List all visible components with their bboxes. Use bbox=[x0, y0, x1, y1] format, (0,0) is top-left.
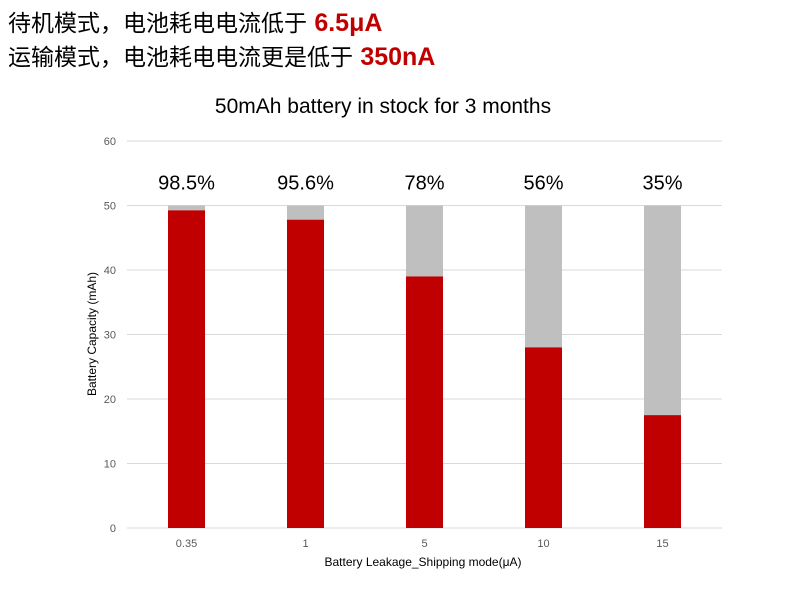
data-label-1: 95.6% bbox=[277, 173, 334, 195]
headline-standby: 待机模式，电池耗电电流低于 6.5μA bbox=[8, 8, 382, 39]
x-tick-label-0.35: 0.35 bbox=[176, 538, 197, 550]
bar-consumed-15 bbox=[644, 205, 681, 416]
data-label-5: 78% bbox=[404, 173, 444, 195]
headline-shipping: 运输模式，电池耗电电流更是低于 350nA bbox=[8, 42, 435, 73]
bar-remaining-0.35 bbox=[168, 210, 205, 528]
bar-consumed-5 bbox=[406, 205, 443, 277]
y-tick-label: 60 bbox=[104, 136, 116, 148]
x-tick-label-15: 15 bbox=[656, 538, 668, 550]
x-axis-title: Battery Leakage_Shipping mode(μA) bbox=[324, 555, 521, 569]
data-label-0.35: 98.5% bbox=[158, 173, 215, 195]
data-labels: 98.5% 95.6% 78% 56% 35% bbox=[158, 173, 683, 195]
headline-standby-text: 待机模式，电池耗电电流低于 bbox=[8, 11, 315, 37]
x-tick-label-10: 10 bbox=[537, 538, 549, 550]
x-axis-ticks: 0.35 1 5 10 15 bbox=[176, 538, 669, 550]
x-tick-label-1: 1 bbox=[302, 538, 308, 550]
y-tick-label: 50 bbox=[104, 201, 116, 213]
bar-remaining-5 bbox=[406, 276, 443, 528]
bars bbox=[168, 205, 681, 528]
bar-remaining-10 bbox=[525, 347, 562, 528]
chart-title: 50mAh battery in stock for 3 months bbox=[215, 95, 551, 118]
bar-consumed-10 bbox=[525, 205, 562, 348]
y-tick-label: 0 bbox=[110, 523, 116, 535]
y-axis-title: Battery Capacity (mAh) bbox=[85, 272, 99, 396]
bar-consumed-1 bbox=[287, 205, 324, 220]
bar-remaining-1 bbox=[287, 219, 324, 528]
y-axis-ticks: 0 10 20 30 40 50 60 bbox=[104, 136, 116, 535]
y-tick-label: 30 bbox=[104, 330, 116, 342]
bar-remaining-15 bbox=[644, 415, 681, 528]
x-tick-label-5: 5 bbox=[421, 538, 427, 550]
y-tick-label: 20 bbox=[104, 394, 116, 406]
bar-consumed-0.35 bbox=[168, 205, 205, 211]
y-tick-label: 40 bbox=[104, 265, 116, 277]
headline-shipping-value: 350nA bbox=[360, 43, 436, 71]
y-tick-label: 10 bbox=[104, 459, 116, 471]
headline-shipping-text: 运输模式，电池耗电电流更是低于 bbox=[8, 45, 361, 71]
headline-standby-value: 6.5μA bbox=[314, 9, 383, 37]
data-label-10: 56% bbox=[523, 173, 563, 195]
data-label-15: 35% bbox=[642, 173, 682, 195]
